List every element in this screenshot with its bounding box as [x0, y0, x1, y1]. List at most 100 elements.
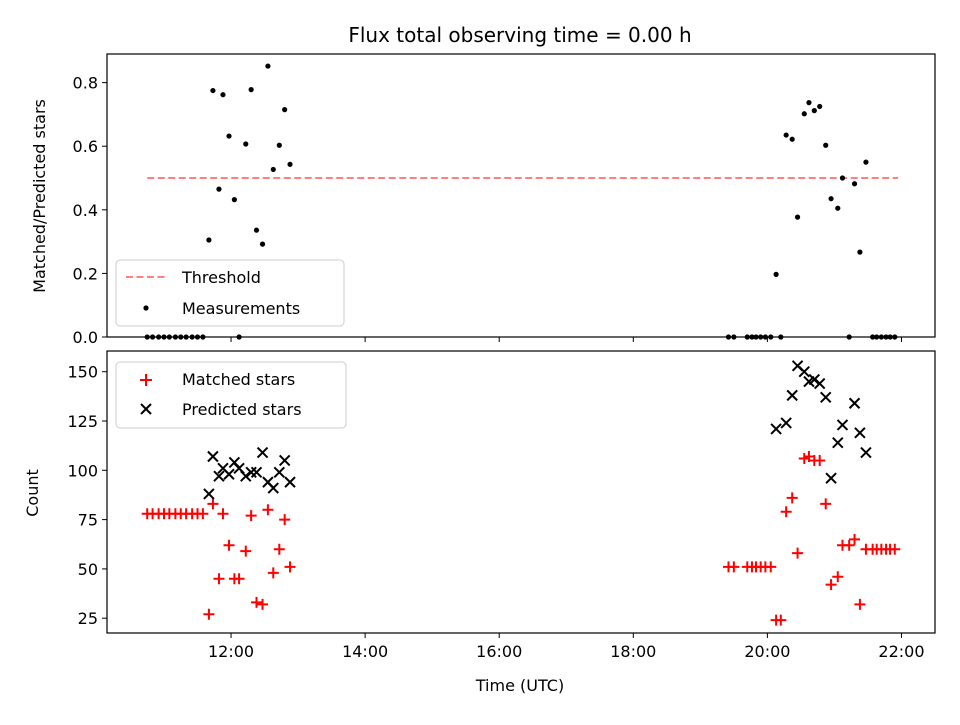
x-tick-label: 12:00 — [208, 642, 254, 661]
bottom-y-tick-label: 125 — [67, 412, 98, 431]
matched-point — [240, 545, 252, 557]
measurement-point — [811, 108, 817, 114]
top-axes-frame — [106, 53, 936, 338]
matched-point — [284, 561, 296, 573]
predicted-point — [860, 446, 872, 459]
series-measurements — [144, 63, 898, 340]
matched-point — [832, 571, 844, 583]
bottom-y-tick-label: 25 — [78, 609, 98, 628]
measurement-point — [231, 197, 237, 203]
matched-point — [798, 452, 810, 464]
predicted-point — [770, 423, 782, 435]
legend-threshold-label: Threshold — [181, 268, 261, 287]
predicted-point — [836, 419, 849, 431]
top-legend: Threshold Measurements — [115, 259, 345, 327]
measurement-point — [253, 227, 260, 233]
x-tick-label: 22:00 — [878, 642, 924, 661]
matched-point — [203, 608, 215, 620]
predicted-point — [273, 466, 286, 478]
predicted-point — [278, 454, 291, 467]
matched-point — [780, 506, 792, 518]
bottom-y-tick-label: 50 — [78, 560, 98, 579]
measurement-point — [835, 205, 841, 211]
legend-matched-label: Matched stars — [182, 370, 295, 389]
measurement-point — [851, 181, 858, 187]
matched-point — [257, 598, 269, 610]
predicted-point — [223, 468, 235, 480]
matched-point — [245, 510, 257, 522]
matched-point — [267, 567, 279, 579]
x-axis-label: Time (UTC) — [475, 676, 564, 695]
chart-title: Flux total observing time = 0.00 h — [348, 23, 691, 47]
measurement-point — [210, 87, 216, 94]
top-y-tick-label: 0.0 — [73, 328, 98, 347]
matched-point — [279, 514, 291, 526]
matched-point — [213, 573, 225, 585]
predicted-point — [780, 417, 792, 429]
measurement-point — [220, 92, 226, 98]
predicted-point — [256, 446, 269, 459]
matched-point — [197, 508, 209, 520]
bottom-y-axis-label: Count — [23, 469, 42, 517]
measurement-point — [270, 166, 276, 173]
predicted-point — [832, 436, 844, 449]
predicted-point — [213, 470, 225, 482]
top-panel: 0.0 0.2 0.4 0.6 0.8 — [73, 53, 936, 347]
series-matched-stars — [141, 451, 901, 626]
predicted-point — [240, 470, 252, 482]
matched-point — [207, 498, 219, 510]
top-y-tick-label: 0.8 — [73, 74, 98, 93]
matched-point — [223, 539, 235, 551]
matched-point — [262, 504, 274, 516]
matched-point — [843, 539, 855, 551]
matched-point — [825, 579, 837, 591]
matched-point — [775, 614, 787, 626]
predicted-point — [854, 427, 866, 439]
measurement-point — [806, 100, 812, 106]
predicted-point — [825, 472, 837, 484]
legend-measurements-label: Measurements — [182, 299, 300, 318]
predicted-point — [267, 482, 279, 494]
matched-point — [792, 547, 804, 559]
predicted-point — [786, 389, 798, 402]
top-y-tick-label: 0.4 — [73, 201, 98, 220]
matched-point — [820, 498, 832, 510]
predicted-point — [207, 450, 219, 463]
matched-point — [854, 598, 866, 610]
measurement-point — [206, 237, 212, 243]
predicted-point — [203, 488, 215, 500]
matched-point — [849, 533, 861, 545]
top-y-tick-label: 0.6 — [73, 137, 98, 156]
matched-point — [786, 492, 798, 504]
measurement-point — [282, 107, 288, 113]
matched-point — [728, 561, 740, 573]
predicted-point — [820, 391, 832, 404]
measurement-point — [773, 271, 779, 277]
top-y-axis-label: Matched/Predicted stars — [30, 99, 49, 293]
legend-matched-swatch — [140, 374, 152, 386]
bottom-y-tick-label: 75 — [78, 511, 98, 530]
matched-point — [217, 508, 229, 520]
x-tick-label: 20:00 — [744, 642, 790, 661]
bottom-y-tick-label: 150 — [67, 363, 98, 382]
measurement-point — [817, 103, 823, 110]
predicted-point — [808, 373, 821, 386]
x-tick-label: 14:00 — [342, 642, 388, 661]
legend-predicted-swatch — [140, 403, 152, 415]
series-predicted-stars — [203, 360, 872, 500]
x-tick-label: 16:00 — [476, 642, 522, 661]
measurement-point — [828, 196, 834, 202]
measurement-point — [243, 141, 249, 147]
measurement-point — [287, 161, 293, 167]
measurement-point — [789, 136, 795, 142]
measurement-point — [794, 214, 801, 220]
measurement-point — [265, 63, 271, 69]
measurement-point — [226, 133, 232, 139]
measurement-point — [276, 142, 282, 148]
predicted-point — [813, 377, 826, 390]
matched-point — [889, 543, 901, 555]
measurement-point — [823, 142, 829, 148]
matched-point — [233, 573, 245, 585]
legend-predicted-label: Predicted stars — [182, 400, 302, 419]
